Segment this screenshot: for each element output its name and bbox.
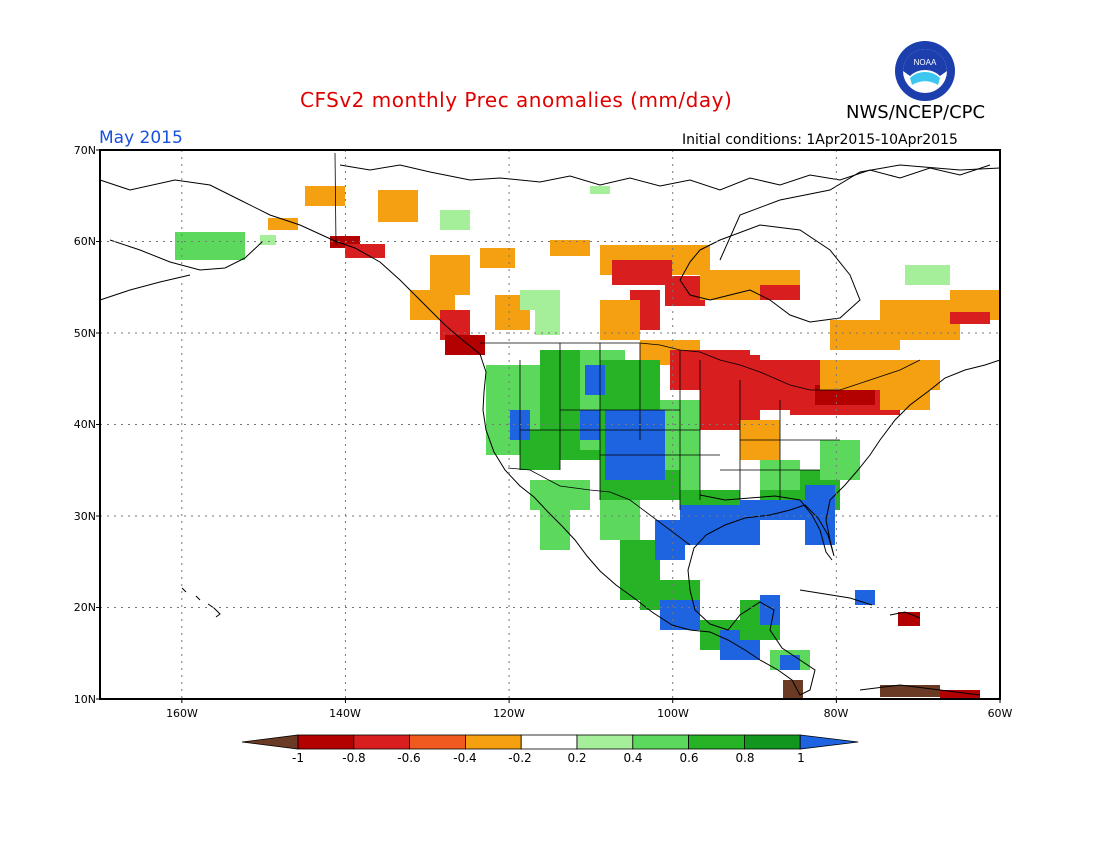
anomaly-cell (600, 500, 640, 540)
map-title: CFSv2 monthly Prec anomalies (mm/day) (300, 88, 733, 112)
colorbar-segment (464, 734, 522, 750)
noaa-logo-text: NOAA (914, 58, 937, 67)
anomaly-cell (880, 300, 960, 340)
lon-tick-100w: 100W (657, 707, 689, 720)
anomaly-cell (445, 335, 485, 355)
political-boundaries (334, 152, 921, 546)
colorbar-label-06: 0.6 (679, 751, 699, 765)
tick-marks (96, 149, 1001, 703)
lon-tick-160w: 160W (166, 707, 198, 720)
anomaly-cell (880, 380, 930, 410)
coastline-alaska (99, 179, 336, 301)
lon-tick-120w: 120W (493, 707, 525, 720)
coastline-caribbean (799, 589, 981, 696)
agency-label: NWS/NCEP/CPC (846, 102, 986, 123)
coastline-gulf-florida (699, 494, 833, 561)
lat-tick-40n: 40N (73, 418, 96, 431)
state-lines (519, 343, 840, 510)
graticule (100, 150, 1000, 699)
colorbar-label-08: 0.8 (735, 751, 755, 765)
colorbar-arrow-left (241, 734, 299, 750)
anomaly-cell (760, 285, 800, 300)
anomaly-cell (378, 190, 418, 222)
coastline-hawaii (181, 587, 221, 618)
anomaly-cell (305, 186, 345, 206)
anomaly-cell (612, 260, 672, 285)
colorbar-arrow-right (799, 734, 859, 750)
anomaly-cell (480, 248, 515, 268)
month-label: May 2015 (99, 128, 183, 148)
colorbar-segment (353, 734, 410, 750)
lon-tick-140w: 140W (329, 707, 361, 720)
anomaly-cell (600, 300, 640, 340)
colorbar-label-04: 0.4 (623, 751, 643, 765)
anomaly-cell (905, 265, 950, 285)
anomaly-cell (820, 440, 860, 480)
anomaly-cell (585, 365, 605, 395)
anomaly-cell (430, 255, 470, 295)
colorbar (241, 734, 859, 750)
anomaly-cell (535, 305, 560, 335)
colorbar-label-neg08: -0.8 (342, 751, 366, 765)
colorbar-label-02: 0.2 (567, 751, 587, 765)
border-alaska-canada (334, 152, 337, 246)
colorbar-segment (632, 734, 689, 750)
initial-conditions-label: Initial conditions: 1Apr2015-10Apr2015 (682, 132, 958, 148)
anomaly-cell (665, 276, 705, 306)
colorbar-label-1: 1 (797, 751, 805, 765)
anomaly-cell (940, 690, 980, 698)
colorbar-segment (744, 734, 801, 750)
colorbar-segment (688, 734, 745, 750)
anomaly-cell (260, 235, 276, 245)
lat-tick-70n: 70N (73, 144, 96, 157)
anomaly-cells (175, 186, 1000, 698)
anomaly-cell (740, 500, 810, 520)
lat-tick-10n: 10N (73, 693, 96, 706)
lon-tick-80w: 80W (823, 707, 849, 720)
lat-tick-30n: 30N (73, 510, 96, 523)
anomaly-cell (605, 410, 665, 480)
colorbar-label-neg06: -0.6 (397, 751, 421, 765)
anomaly-cell (590, 186, 610, 194)
coastline-arctic (339, 164, 991, 191)
coastline-hudson-bay (679, 224, 861, 323)
colorbar-segment (297, 734, 355, 750)
anomaly-cell (550, 240, 590, 256)
colorbar-segment (576, 734, 634, 750)
anomaly-cell (540, 500, 570, 550)
anomaly-cell (760, 595, 780, 625)
lat-tick-50n: 50N (73, 327, 96, 340)
anomaly-cell (780, 655, 800, 670)
lat-tick-60n: 60N (73, 235, 96, 248)
colorbar-label-neg02: -0.2 (508, 751, 532, 765)
lat-tick-20n: 20N (73, 601, 96, 614)
anomaly-cell (783, 680, 803, 698)
border-us-canada (480, 342, 921, 391)
anomaly-cell (175, 232, 245, 260)
colorbar-segment (409, 734, 466, 750)
anomaly-cell (440, 210, 470, 230)
border-us-mexico (507, 467, 691, 546)
coastline-north-america (334, 240, 1001, 696)
anomaly-cell (268, 218, 298, 230)
coastlines (99, 164, 1001, 696)
coastline-greenland (719, 164, 1001, 261)
colorbar-label-neg04: -0.4 (453, 751, 477, 765)
colorbar-segment (520, 734, 578, 750)
anomaly-cell (950, 312, 990, 324)
colorbar-label-neg1: -1 (292, 751, 304, 765)
lon-tick-60w: 60W (987, 707, 1013, 720)
noaa-logo-icon: NOAA (895, 41, 955, 101)
anomaly-cell (805, 485, 835, 545)
